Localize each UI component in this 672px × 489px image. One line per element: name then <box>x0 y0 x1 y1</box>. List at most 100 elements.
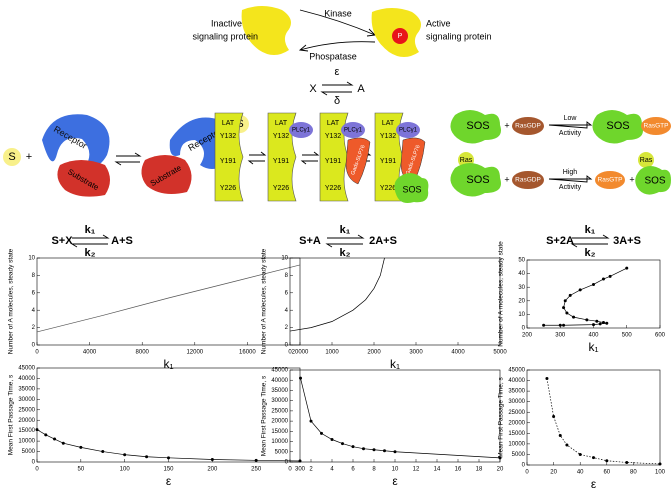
lat-label: LAT <box>222 120 235 127</box>
tyrosine-site: Y226 <box>220 185 236 192</box>
gads-slp76 <box>345 137 371 185</box>
tyrosine-site: Y191 <box>220 158 236 165</box>
y-tick-label: 10000 <box>508 441 525 447</box>
inactive-label: signaling protein <box>192 31 258 41</box>
equilibrium-arrow <box>114 152 142 166</box>
reaction-right: A+S <box>111 235 133 247</box>
plus: + <box>26 151 32 163</box>
data-point <box>383 449 386 453</box>
x-axis-label: ε <box>591 477 597 489</box>
y-axis-label: Number of A molecules, steady state <box>261 248 268 354</box>
equilibrium-arrow <box>247 151 267 165</box>
data-point <box>320 431 323 435</box>
x-tick-label: 60 <box>603 470 610 476</box>
y-tick-label: 15000 <box>18 428 35 434</box>
data-point <box>562 306 566 310</box>
x-tick-label: 2 <box>309 467 313 473</box>
tyrosine-site: Y191 <box>325 158 341 165</box>
y-tick-label: 20 <box>518 298 525 304</box>
y-tick-label: 2 <box>32 325 36 331</box>
data-point <box>351 445 355 449</box>
x-tick-label: 4000 <box>83 350 97 356</box>
y-axis-label: Mean First Passage Time, s <box>498 376 505 457</box>
reaction-right: 3A+S <box>613 235 641 247</box>
lat <box>267 112 297 202</box>
y-tick-label: 6 <box>32 290 36 296</box>
x-tick-label: 300 <box>295 467 306 473</box>
x-tick-label: 5000 <box>493 350 507 356</box>
ras-gtp <box>641 117 671 135</box>
kinase-label: Kinase <box>324 8 352 18</box>
species-a: A <box>357 83 365 95</box>
data-point <box>592 456 595 460</box>
data-point <box>299 376 302 380</box>
x-tick-label: 20 <box>550 470 557 476</box>
y-tick-label: 25000 <box>508 410 525 416</box>
y-tick-label: 5000 <box>275 449 289 455</box>
ras-gtp-label: RasGTP <box>598 177 623 184</box>
tyrosine-site: Y226 <box>380 185 396 192</box>
sos <box>394 173 429 203</box>
sos-label: SOS <box>606 120 629 132</box>
y-tick-label: 5000 <box>22 449 36 455</box>
y-tick-label: 4 <box>32 308 36 314</box>
y-tick-label: 5000 <box>512 452 526 458</box>
reaction-left: S+2A <box>546 235 574 247</box>
receptor <box>42 114 110 168</box>
y-tick-label: 45000 <box>508 368 525 374</box>
y-axis-label: Mean First Passage Time, s <box>261 375 268 456</box>
y-tick-label: 10 <box>28 256 35 262</box>
phospho-group <box>392 28 408 44</box>
data-point <box>601 321 605 325</box>
reaction-left: S+A <box>299 235 321 247</box>
rate-epsilon: ε <box>335 66 340 78</box>
equilibrium-arrow <box>325 234 365 248</box>
data-point <box>542 323 546 327</box>
equilibrium-arrow <box>300 151 320 165</box>
data-point <box>592 282 595 286</box>
x-tick-label: 4 <box>330 467 334 473</box>
tyrosine-site: Y191 <box>380 158 396 165</box>
y-tick-label: 35000 <box>18 386 35 392</box>
y-tick-label: 45000 <box>18 366 35 372</box>
data-line <box>289 257 385 332</box>
x-tick-label: 8000 <box>136 350 150 356</box>
x-axis-label: k₁ <box>163 357 173 371</box>
data-point <box>568 293 572 297</box>
y-tick-label: 30 <box>518 285 525 291</box>
x-tick-label: 600 <box>655 333 666 339</box>
rate-k2: k₂ <box>339 247 350 259</box>
data-point <box>565 311 569 315</box>
inactive-protein <box>241 6 291 55</box>
y-tick-label: 10000 <box>271 439 288 445</box>
plot-frame <box>289 369 501 463</box>
x-tick-label: 300 <box>555 333 566 339</box>
x-tick-label: 18 <box>476 467 483 473</box>
y-tick-label: 0 <box>32 460 36 466</box>
tyrosine-site: Y132 <box>220 133 236 140</box>
y-tick-label: 40000 <box>18 376 35 382</box>
sos-label: SOS <box>466 174 489 186</box>
x-tick-label: 200 <box>522 333 533 339</box>
data-point <box>658 462 662 466</box>
lat-label: LAT <box>382 120 395 127</box>
reaction-left: S+X <box>51 235 73 247</box>
x-tick-label: 12 <box>413 467 420 473</box>
y-tick-label: 25000 <box>18 407 35 413</box>
data-point <box>498 456 502 460</box>
y-tick-label: 4 <box>285 308 289 314</box>
lat <box>214 112 244 202</box>
data-point <box>578 452 582 456</box>
y-tick-label: 30000 <box>271 398 288 404</box>
signal-label: S <box>8 151 15 163</box>
lat-label: LAT <box>275 120 288 127</box>
x-tick-label: 10 <box>392 467 399 473</box>
phosphatase-label: Phospatase <box>309 51 357 61</box>
plc <box>341 122 365 138</box>
substrate <box>141 155 192 194</box>
chart: 0 5000 10000 15000 20000 25000 30000 35000 40000… <box>498 368 666 489</box>
y-tick-label: 35000 <box>271 388 288 394</box>
sos <box>450 110 501 144</box>
data-point <box>101 450 105 454</box>
reaction-arrow <box>548 175 593 183</box>
